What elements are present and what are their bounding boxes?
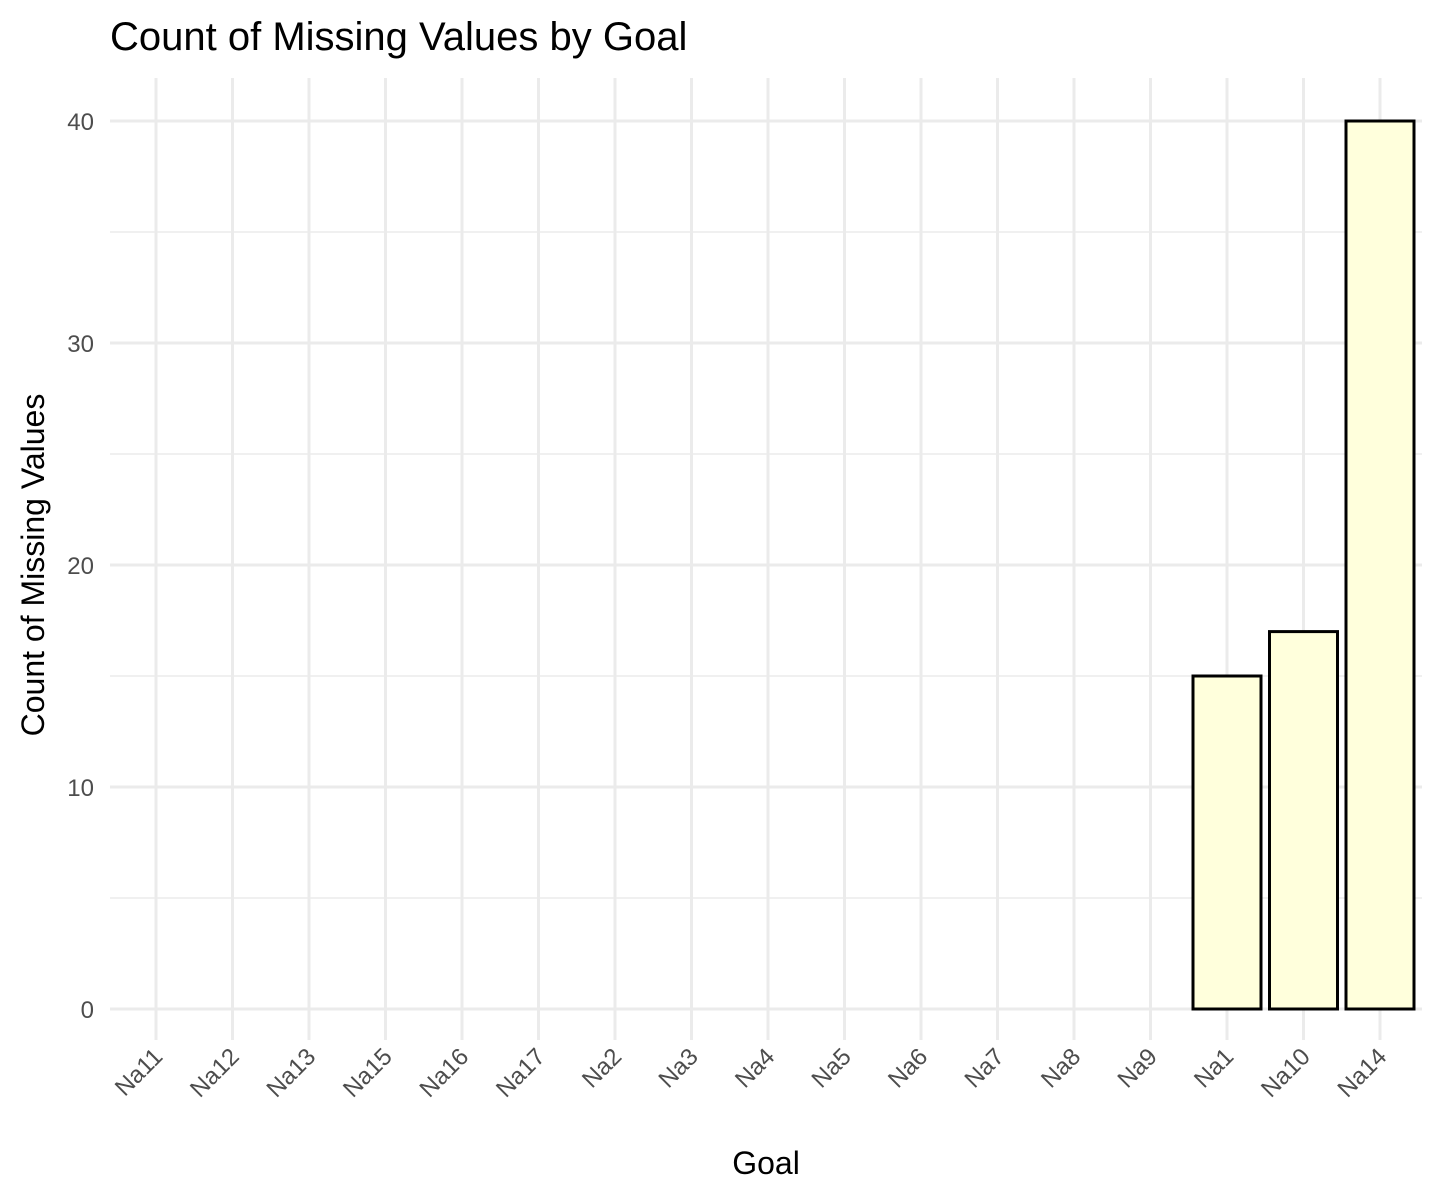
x-axis-ticks: Na11 Na12 Na13 Na15 Na16 Na17 Na2 Na3 Na4 Na5 Na6 N… (110, 1043, 1392, 1103)
chart-title: Count of Missing Values by Goal (110, 15, 687, 59)
y-tick-label: 10 (67, 775, 94, 802)
x-tick-label: Na14 (1333, 1043, 1393, 1103)
y-tick-label: 40 (67, 109, 94, 136)
y-tick-label: 20 (67, 553, 94, 580)
x-tick-label: Na9 (1113, 1043, 1163, 1093)
y-axis-title: Count of Missing Values (15, 394, 51, 737)
y-tick-label: 30 (67, 331, 94, 358)
bar-na14 (1344, 119, 1416, 1011)
x-tick-label: Na15 (338, 1043, 398, 1103)
x-tick-label: Na16 (415, 1043, 475, 1103)
grid-layer (110, 78, 1422, 1040)
bar-na10 (1268, 630, 1339, 1011)
bar-layer (1191, 119, 1416, 1011)
x-tick-label: Na11 (110, 1043, 168, 1101)
bar-na1 (1191, 674, 1263, 1011)
y-tick-label: 0 (81, 997, 94, 1024)
x-tick-label: Na6 (883, 1043, 933, 1093)
y-axis-ticks: 0 10 20 30 40 (67, 109, 94, 1024)
x-tick-label: Na12 (185, 1043, 245, 1103)
x-tick-label: Na10 (1256, 1043, 1316, 1103)
x-tick-label: Na8 (1036, 1043, 1086, 1093)
x-tick-label: Na3 (654, 1043, 704, 1093)
x-tick-label: Na17 (491, 1043, 551, 1103)
x-tick-label: Na7 (960, 1043, 1010, 1093)
x-axis-title: Goal (732, 1145, 800, 1181)
x-tick-label: Na13 (262, 1043, 322, 1103)
x-tick-label: Na1 (1189, 1043, 1239, 1093)
x-tick-label: Na5 (807, 1043, 857, 1093)
x-tick-label: Na2 (577, 1043, 627, 1093)
x-tick-label: Na4 (730, 1043, 780, 1093)
